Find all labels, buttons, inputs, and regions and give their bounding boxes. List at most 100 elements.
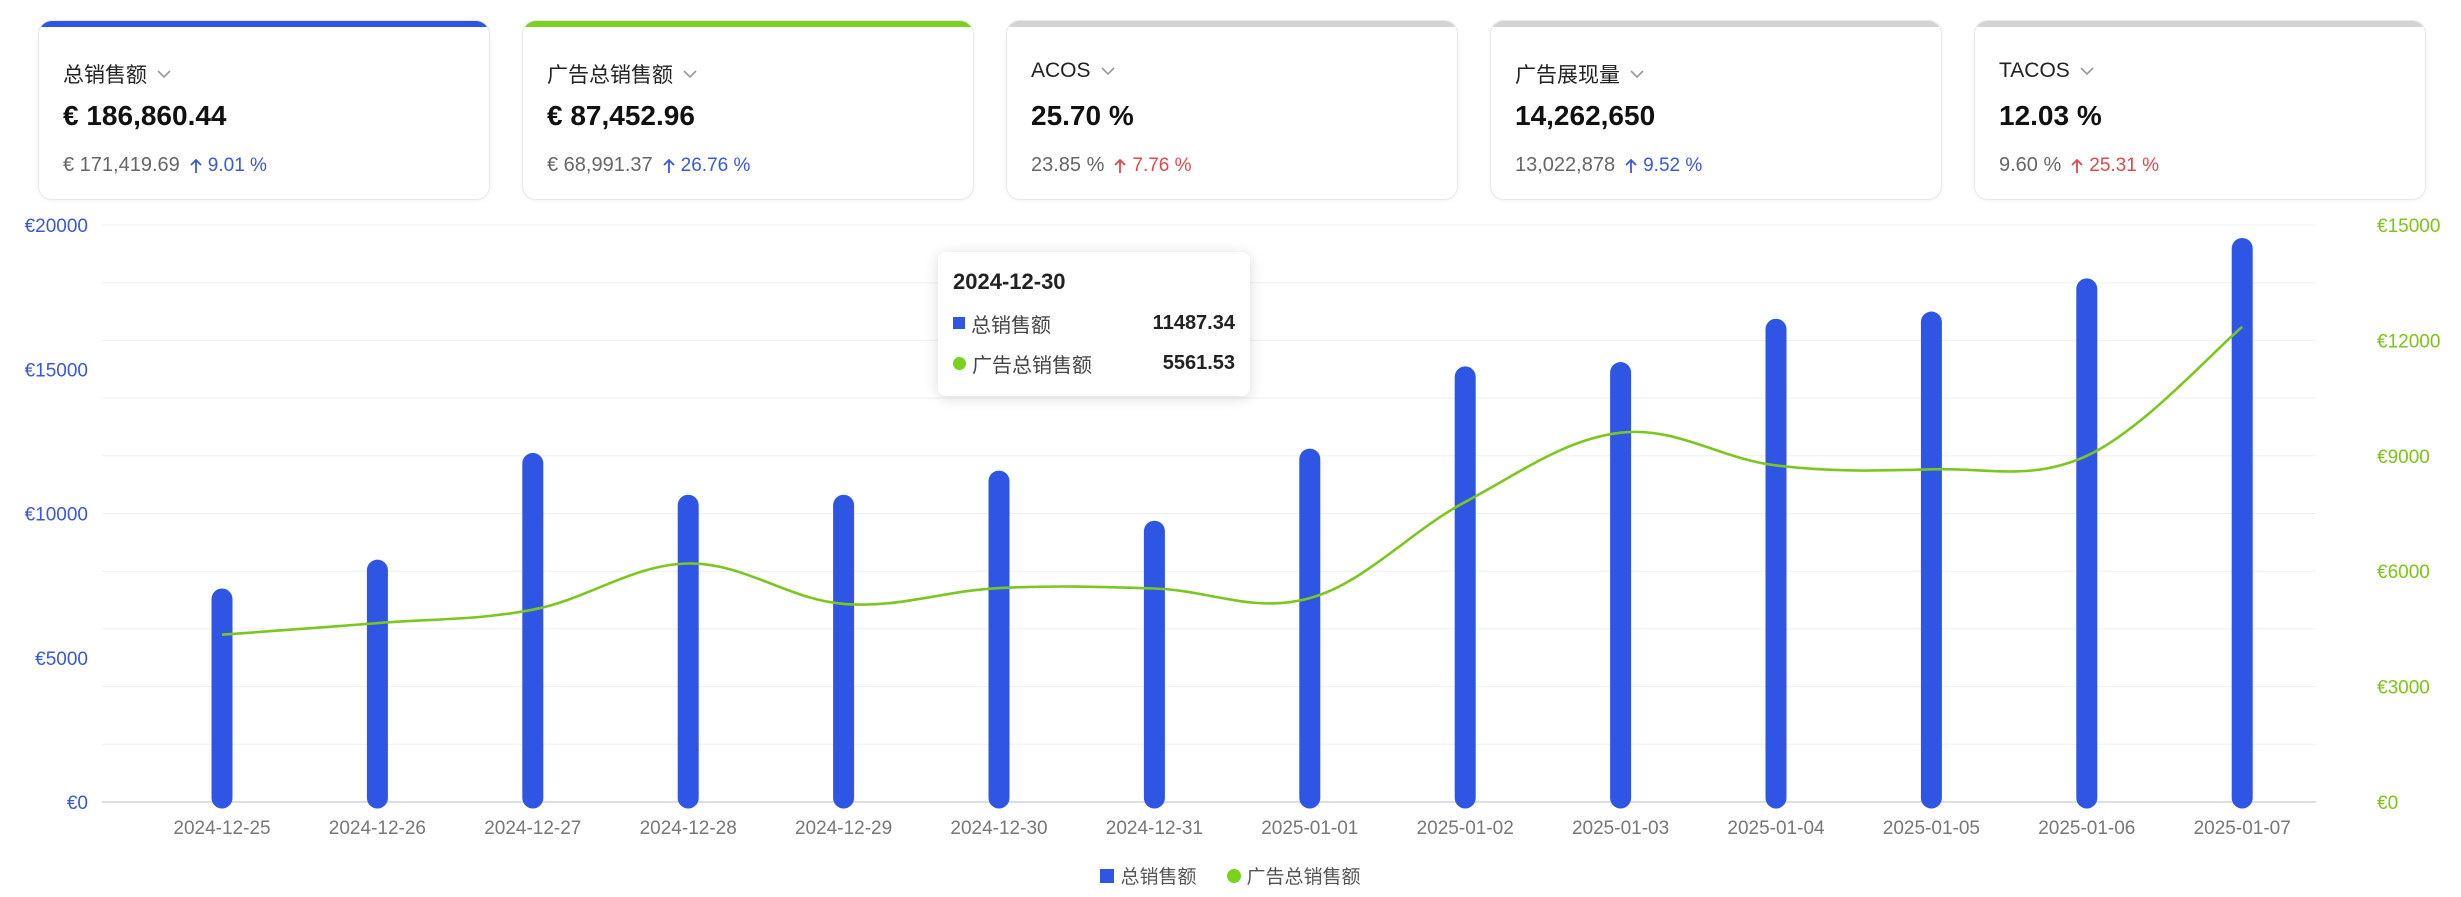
y-right-tick-label: €15000 <box>2377 216 2440 237</box>
previous-value: 13,022,878 <box>1515 154 1616 176</box>
card-title: 广告总销售额 <box>547 59 699 89</box>
kpi-card-impressions[interactable]: 广告展现量 14,262,650 13,022,878 9.52 % <box>1490 20 1942 200</box>
chevron-down-icon[interactable] <box>1628 65 1646 83</box>
circle-marker-icon <box>953 356 966 370</box>
kpi-card-row: 总销售额 € 186,860.44 € 171,419.69 9.01 % 广告总… <box>38 20 2428 202</box>
line-ad-sales <box>221 325 2244 636</box>
card-title: 广告展现量 <box>1515 59 1646 89</box>
y-left-tick-label: €0 <box>67 793 88 814</box>
card-accent-bar <box>523 21 973 27</box>
chevron-down-icon[interactable] <box>155 65 173 83</box>
change-percent: 25.31 % <box>2089 154 2159 176</box>
square-marker-icon <box>953 317 965 329</box>
bar-total-sales <box>988 470 1010 809</box>
bar-total-sales <box>2231 237 2253 809</box>
tooltip-value: 11487.34 <box>1152 311 1235 334</box>
card-comparison: 13,022,878 9.52 % <box>1515 154 1702 177</box>
x-tick-label: 2025-01-02 <box>1417 818 1514 839</box>
bar-total-sales <box>1765 318 1787 809</box>
card-accent-bar <box>1975 21 2425 27</box>
square-marker-icon <box>1100 868 1115 883</box>
card-value: 12.03 % <box>1999 100 2102 131</box>
x-axis: 2024-12-25 2024-12-26 2024-12-27 2024-12-28… <box>173 818 2290 839</box>
arrow-up-icon <box>190 158 202 173</box>
legend-label: 广告总销售额 <box>1246 867 1361 888</box>
x-tick-label: 2025-01-07 <box>2194 818 2291 839</box>
bar-total-sales <box>2076 278 2098 809</box>
arrow-up-icon <box>663 158 675 173</box>
bar-series-total-sales <box>211 237 2253 809</box>
bar-total-sales <box>677 494 699 809</box>
x-tick-label: 2025-01-04 <box>1727 818 1825 839</box>
previous-value: 23.85 % <box>1031 154 1105 176</box>
kpi-card-tacos[interactable]: TACOS 12.03 % 9.60 % 25.31 % <box>1974 20 2426 200</box>
x-tick-label: 2024-12-30 <box>950 818 1047 839</box>
previous-value: 9.60 % <box>1999 154 2062 176</box>
arrow-up-icon <box>1114 158 1127 173</box>
kpi-card-total-sales[interactable]: 总销售额 € 186,860.44 € 171,419.69 9.01 % <box>38 20 490 200</box>
bar-total-sales <box>1299 448 1321 809</box>
x-tick-label: 2024-12-25 <box>173 818 270 839</box>
card-accent-bar <box>39 21 489 27</box>
sales-combo-chart: €0 €5000 €10000 €15000 €20000 €0 €3000 €6000 €9… <box>25 216 2441 839</box>
y-right-tick-label: €3000 <box>2377 678 2430 699</box>
legend-item-total-sales[interactable]: 总销售额 <box>1100 862 1197 889</box>
chevron-down-icon[interactable] <box>1099 62 1117 80</box>
x-tick-label: 2024-12-29 <box>795 818 892 839</box>
kpi-card-acos[interactable]: ACOS 25.70 % 23.85 % 7.76 % <box>1006 20 1458 200</box>
change-percent: 7.76 % <box>1132 154 1192 176</box>
y-right-tick-label: €12000 <box>2377 331 2440 352</box>
x-tick-label: 2024-12-31 <box>1106 818 1203 839</box>
y-left-tick-label: €10000 <box>25 505 88 526</box>
y-axis-right: €0 €3000 €6000 €9000 €12000 €15000 <box>2377 216 2440 814</box>
change-percent: 9.01 % <box>207 154 267 176</box>
card-title: 总销售额 <box>63 59 173 89</box>
bar-total-sales <box>522 452 544 809</box>
bar-total-sales <box>1610 362 1632 809</box>
x-tick-label: 2024-12-27 <box>484 818 581 839</box>
card-comparison: € 171,419.69 9.01 % <box>63 154 267 177</box>
bar-total-sales <box>366 559 388 809</box>
tooltip-row-total-sales: 总销售额 11487.34 <box>953 310 1235 337</box>
tooltip-value: 5561.53 <box>1162 351 1235 374</box>
line-series-ad-sales <box>221 325 2244 636</box>
chart-legend: 总销售额 广告总销售额 <box>0 862 2461 889</box>
card-comparison: 23.85 % 7.76 % <box>1031 154 1192 177</box>
y-right-tick-label: €6000 <box>2377 562 2430 583</box>
tooltip-date: 2024-12-30 <box>953 269 1066 294</box>
card-value: 14,262,650 <box>1515 100 1656 131</box>
tooltip-row-ad-sales: 广告总销售额 5561.53 <box>953 350 1235 377</box>
y-left-tick-label: €5000 <box>35 649 88 670</box>
bar-total-sales <box>1454 366 1476 809</box>
card-comparison: 9.60 % 25.31 % <box>1999 154 2159 177</box>
card-accent-bar <box>1491 21 1941 27</box>
card-value: 25.70 % <box>1031 100 1134 131</box>
change-percent: 9.52 % <box>1643 154 1703 176</box>
circle-marker-icon <box>1226 868 1241 883</box>
kpi-card-ad-sales[interactable]: 广告总销售额 € 87,452.96 € 68,991.37 26.76 % <box>522 20 974 200</box>
card-accent-bar <box>1007 21 1457 27</box>
card-value: € 87,452.96 <box>547 100 695 131</box>
card-title: TACOS <box>1999 59 2096 83</box>
y-left-tick-label: €15000 <box>25 360 88 381</box>
legend-label: 总销售额 <box>1120 867 1197 888</box>
y-axis-left: €0 €5000 €10000 €15000 €20000 <box>25 216 88 814</box>
x-tick-label: 2025-01-03 <box>1572 818 1669 839</box>
previous-value: € 171,419.69 <box>63 154 180 176</box>
x-tick-label: 2025-01-06 <box>2038 818 2135 839</box>
chevron-down-icon[interactable] <box>2078 62 2096 80</box>
x-tick-label: 2024-12-26 <box>329 818 426 839</box>
arrow-up-icon <box>1625 158 1637 173</box>
tooltip-label: 广告总销售额 <box>972 354 1092 377</box>
y-left-tick-label: €20000 <box>25 216 88 237</box>
chart-tooltip: 2024-12-30 总销售额 11487.34 广告总销售额 5561.53 <box>938 252 1250 396</box>
bar-total-sales <box>833 494 855 809</box>
bar-total-sales <box>1920 311 1942 809</box>
change-percent: 26.76 % <box>680 154 751 176</box>
card-comparison: € 68,991.37 26.76 % <box>547 154 750 177</box>
chevron-down-icon[interactable] <box>681 65 699 83</box>
bar-total-sales <box>211 588 233 809</box>
previous-value: € 68,991.37 <box>547 154 653 176</box>
legend-item-ad-sales[interactable]: 广告总销售额 <box>1226 862 1361 889</box>
card-value: € 186,860.44 <box>63 100 227 131</box>
